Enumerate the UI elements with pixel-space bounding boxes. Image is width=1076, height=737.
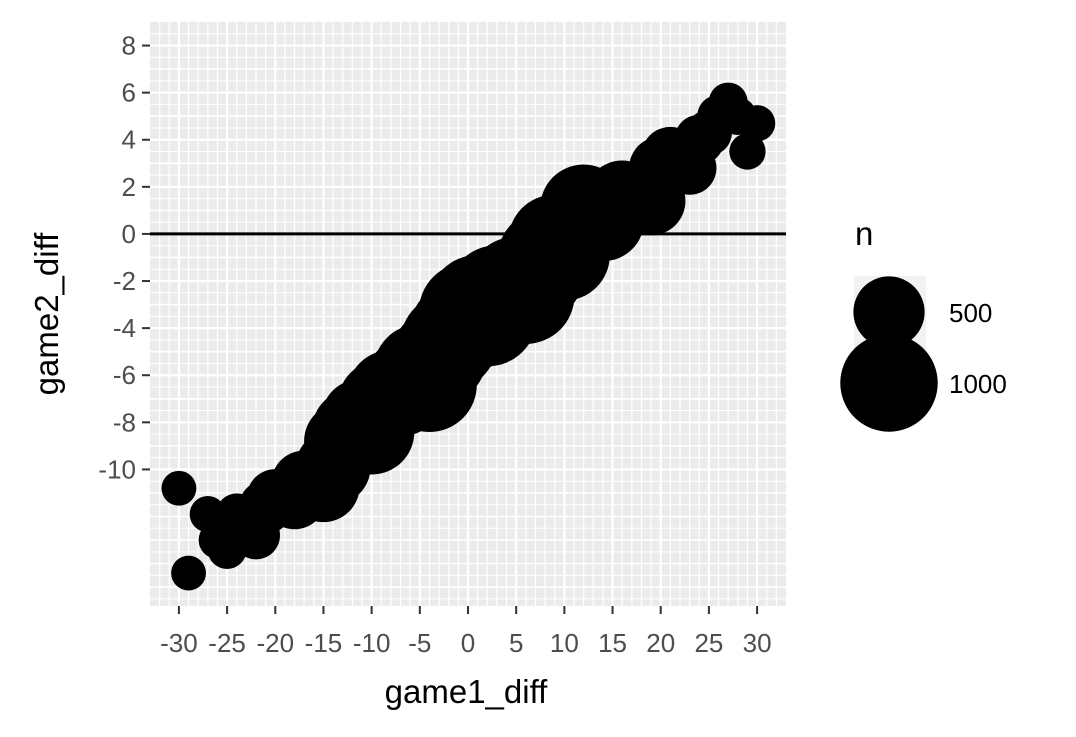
x-axis-title: game1_diff xyxy=(385,673,549,710)
x-tick-label: 5 xyxy=(509,628,523,658)
x-tick-label: -15 xyxy=(305,628,343,658)
data-point xyxy=(161,470,197,506)
x-tick-label: -25 xyxy=(208,628,246,658)
y-tick-label: 0 xyxy=(122,219,136,249)
x-tick-label: 0 xyxy=(461,628,475,658)
y-tick-label: -8 xyxy=(113,407,136,437)
x-axis-ticks: -30 -25 -20 -15 -10 -5 0 5 10 15 20 25 30 xyxy=(160,606,772,658)
legend-label-1000: 1000 xyxy=(949,369,1007,399)
x-tick-label: 10 xyxy=(550,628,579,658)
y-axis-title: game2_diff xyxy=(28,232,65,396)
y-tick-label: -10 xyxy=(98,454,136,484)
x-tick-label: -30 xyxy=(160,628,198,658)
y-tick-label: 6 xyxy=(122,78,136,108)
legend-key-1000 xyxy=(840,334,938,432)
y-axis-ticks: -10 -8 -6 -4 -2 0 2 4 6 8 xyxy=(98,31,150,484)
data-point xyxy=(738,105,776,142)
data-point xyxy=(171,555,206,591)
y-tick-label: 2 xyxy=(122,172,136,202)
x-tick-label: 15 xyxy=(598,628,627,658)
y-tick-label: 8 xyxy=(122,31,136,61)
legend-label-500: 500 xyxy=(949,298,992,328)
x-tick-label: 20 xyxy=(646,628,675,658)
data-point xyxy=(729,133,766,170)
y-tick-label: -4 xyxy=(113,313,136,343)
x-tick-label: -5 xyxy=(408,628,431,658)
y-tick-label: -6 xyxy=(113,360,136,390)
x-tick-label: 30 xyxy=(743,628,772,658)
size-legend: n 500 1000 xyxy=(840,215,1007,432)
legend-key-500 xyxy=(853,276,925,348)
x-tick-label: 25 xyxy=(694,628,723,658)
x-tick-label: -10 xyxy=(353,628,391,658)
legend-title: n xyxy=(855,215,873,252)
x-tick-label: -20 xyxy=(256,628,294,658)
data-points xyxy=(161,82,776,591)
y-tick-label: -2 xyxy=(113,266,136,296)
y-tick-label: 4 xyxy=(122,125,136,155)
